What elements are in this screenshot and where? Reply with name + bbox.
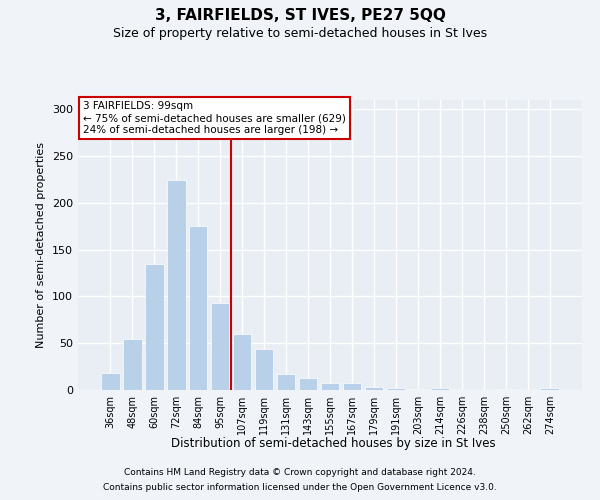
Text: Size of property relative to semi-detached houses in St Ives: Size of property relative to semi-detach… [113,28,487,40]
Bar [145,264,164,390]
Bar [255,349,274,390]
Bar [541,388,559,390]
Bar [189,226,208,390]
Bar [365,387,383,390]
Bar [386,388,405,390]
Bar [409,389,427,390]
Bar [343,384,361,390]
Bar [320,382,340,390]
Bar [233,334,251,390]
Bar [277,374,295,390]
Bar [101,373,119,390]
Text: Contains HM Land Registry data © Crown copyright and database right 2024.: Contains HM Land Registry data © Crown c… [124,468,476,477]
Text: Distribution of semi-detached houses by size in St Ives: Distribution of semi-detached houses by … [170,438,496,450]
Bar [211,303,229,390]
Text: Contains public sector information licensed under the Open Government Licence v3: Contains public sector information licen… [103,483,497,492]
Bar [123,340,142,390]
Y-axis label: Number of semi-detached properties: Number of semi-detached properties [37,142,46,348]
Text: 3, FAIRFIELDS, ST IVES, PE27 5QQ: 3, FAIRFIELDS, ST IVES, PE27 5QQ [155,8,445,22]
Bar [299,378,317,390]
Bar [431,388,449,390]
Bar [167,180,185,390]
Text: 3 FAIRFIELDS: 99sqm
← 75% of semi-detached houses are smaller (629)
24% of semi-: 3 FAIRFIELDS: 99sqm ← 75% of semi-detach… [83,102,346,134]
Bar [496,389,515,390]
